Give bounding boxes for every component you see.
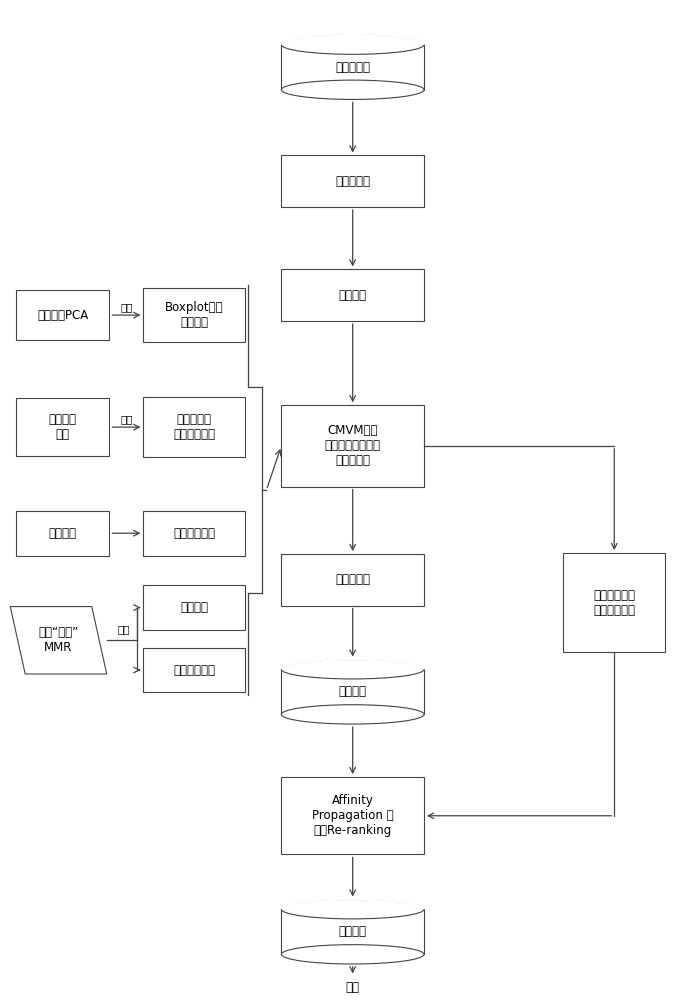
Text: 参数选择: 参数选择 [180, 601, 208, 614]
Ellipse shape [282, 900, 424, 919]
FancyBboxPatch shape [143, 648, 245, 692]
Text: Affinity
Propagation 聚
类、Re-ranking: Affinity Propagation 聚 类、Re-ranking [312, 794, 393, 837]
FancyBboxPatch shape [282, 405, 424, 487]
Text: 指导: 指导 [120, 302, 133, 312]
FancyBboxPatch shape [563, 553, 665, 652]
Text: 样本外点学习: 样本外点学习 [173, 527, 215, 540]
Text: 图像分割: 图像分割 [338, 289, 366, 302]
Text: 线性近似: 线性近似 [49, 527, 77, 540]
Text: 指导: 指导 [120, 414, 133, 424]
Bar [282, 669, 424, 714]
Ellipse shape [282, 705, 424, 724]
FancyBboxPatch shape [143, 288, 245, 342]
Ellipse shape [282, 35, 424, 54]
FancyBboxPatch shape [16, 511, 110, 556]
Ellipse shape [282, 80, 424, 99]
Text: 检索结果: 检索结果 [338, 685, 366, 698]
Text: 局部鲁棒PCA: 局部鲁棒PCA [37, 309, 88, 322]
Text: 分类器检索: 分类器检索 [335, 573, 370, 586]
FancyBboxPatch shape [143, 397, 245, 457]
Ellipse shape [282, 945, 424, 964]
FancyBboxPatch shape [282, 554, 424, 606]
FancyBboxPatch shape [282, 269, 424, 321]
Text: 正类最大差异
本征特征选择: 正类最大差异 本征特征选择 [593, 589, 635, 617]
Text: Boxplot噪声
处理方法: Boxplot噪声 处理方法 [165, 301, 224, 329]
Text: CMVM降维
（相关性、多样性
并行学习）: CMVM降维 （相关性、多样性 并行学习） [325, 424, 381, 467]
Text: 指导: 指导 [117, 624, 130, 634]
Text: 用户: 用户 [346, 981, 360, 994]
Polygon shape [10, 607, 107, 674]
FancyBboxPatch shape [16, 290, 110, 340]
Text: 有序“层次”
MMR: 有序“层次” MMR [38, 626, 79, 654]
Bar [282, 909, 424, 954]
FancyBboxPatch shape [282, 777, 424, 854]
Bar [282, 45, 424, 90]
FancyBboxPatch shape [143, 585, 245, 630]
FancyBboxPatch shape [16, 398, 110, 456]
Text: 检索结果: 检索结果 [338, 925, 366, 938]
FancyBboxPatch shape [143, 511, 245, 556]
Text: 图像数据集: 图像数据集 [335, 61, 370, 74]
Text: 强化正类子
流形学习机制: 强化正类子 流形学习机制 [173, 413, 215, 441]
FancyBboxPatch shape [282, 155, 424, 207]
Text: 本征维数估计: 本征维数估计 [173, 664, 215, 677]
Text: 正类局域
约束: 正类局域 约束 [49, 413, 77, 441]
Ellipse shape [282, 660, 424, 679]
Text: 图像预处理: 图像预处理 [335, 175, 370, 188]
